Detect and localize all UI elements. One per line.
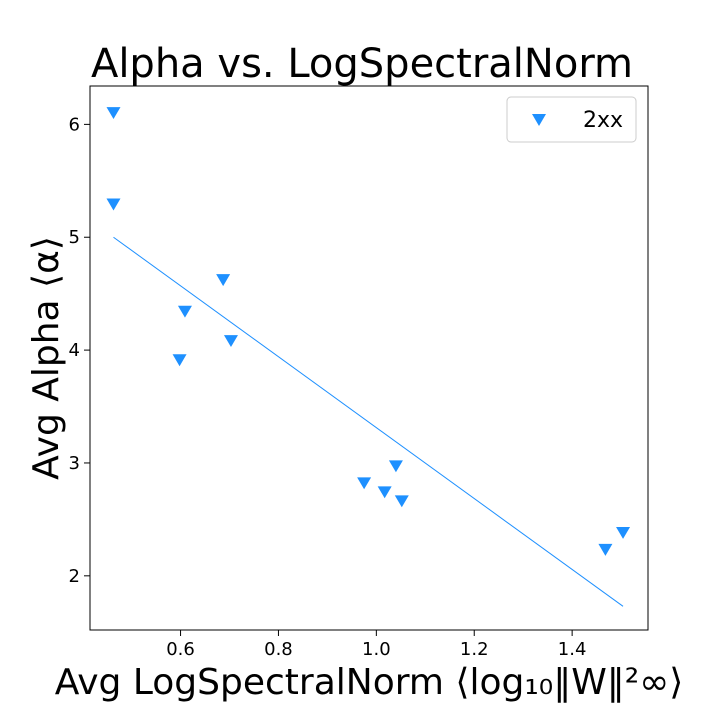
chart-title: Alpha vs. LogSpectralNorm — [91, 41, 633, 87]
data-point-triangle-down — [106, 198, 121, 211]
data-points — [106, 107, 631, 556]
data-point-triangle-down — [106, 107, 121, 120]
x-axis-label: Avg LogSpectralNorm ⟨log₁₀‖W‖²∞⟩ — [55, 662, 684, 703]
regression-line — [113, 236, 624, 607]
y-tick-label: 3 — [69, 453, 80, 474]
legend: 2xx — [506, 96, 637, 143]
x-axis: 0.6 0.8 1.0 1.2 1.4 — [166, 630, 586, 660]
x-tick-label: 1.2 — [460, 639, 489, 660]
x-tick-label: 0.6 — [166, 639, 195, 660]
data-point-triangle-down — [223, 335, 238, 348]
legend-marker-icon — [532, 114, 546, 126]
y-tick-label: 2 — [69, 566, 80, 587]
data-point-triangle-down — [377, 486, 392, 499]
data-point-triangle-down — [598, 543, 613, 556]
y-tick-label: 6 — [69, 114, 80, 135]
data-point-triangle-down — [172, 354, 187, 367]
x-tick-label: 1.0 — [362, 639, 391, 660]
data-point-triangle-down — [616, 526, 631, 539]
data-point-triangle-down — [357, 477, 372, 490]
regression-line-group — [113, 236, 624, 607]
y-axis: 2 3 4 5 6 — [69, 114, 90, 587]
plot-area — [89, 85, 649, 631]
legend-box — [506, 96, 637, 143]
legend-label: 2xx — [583, 108, 623, 133]
data-point-triangle-down — [216, 274, 231, 287]
data-point-triangle-down — [388, 460, 403, 473]
y-tick-label: 5 — [69, 227, 80, 248]
x-tick-label: 1.4 — [558, 639, 587, 660]
y-axis-label: Avg Alpha ⟨α⟩ — [26, 236, 67, 480]
y-tick-label: 4 — [69, 340, 80, 361]
data-point-triangle-down — [177, 305, 192, 318]
x-tick-label: 0.8 — [264, 639, 293, 660]
data-point-triangle-down — [394, 495, 409, 508]
